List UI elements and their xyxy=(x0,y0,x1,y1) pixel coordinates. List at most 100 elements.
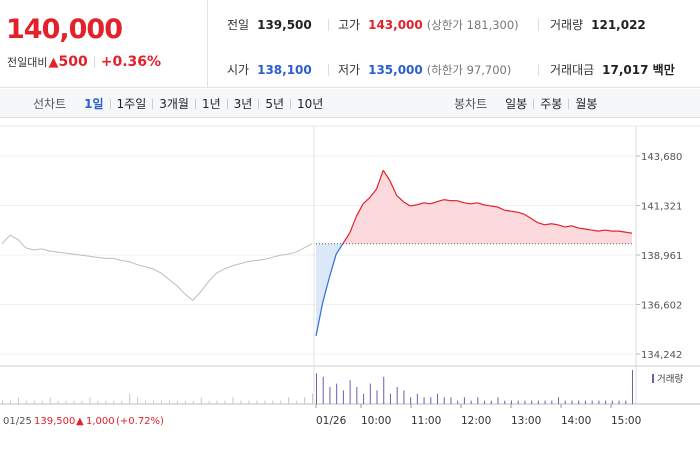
series-line-segment xyxy=(335,243,344,255)
volume-bar xyxy=(531,400,533,404)
series-line-segment xyxy=(490,205,498,208)
x-tick-label: 13:00 xyxy=(511,415,541,427)
volume-bar xyxy=(17,397,19,404)
volume-bar xyxy=(65,400,67,404)
series-line-segment xyxy=(483,204,491,207)
tab-candle-daily[interactable]: 일봉 xyxy=(505,97,528,111)
low-value: 135,000 xyxy=(368,62,423,77)
volume-bar xyxy=(216,400,218,404)
tab-divider xyxy=(533,98,535,109)
tab-period-1y[interactable]: 1년 xyxy=(201,97,221,111)
stat-prev-close: 전일 139,500 xyxy=(227,16,312,33)
volume-bar xyxy=(89,397,91,404)
volume-bar xyxy=(41,400,43,404)
series-line-segment xyxy=(430,201,438,205)
chart-grid xyxy=(0,125,700,405)
y-tick-label: 141,321 xyxy=(641,202,682,213)
price-area-below xyxy=(316,243,632,336)
tab-period-10y[interactable]: 10년 xyxy=(297,97,324,111)
volume-bar xyxy=(113,400,115,404)
volume-bar xyxy=(544,400,546,404)
series-line-segment xyxy=(578,227,586,230)
tab-divider xyxy=(258,98,260,109)
candle-chart-label: 봉차트 xyxy=(454,97,488,111)
volume-bar xyxy=(605,400,607,404)
volume-bar xyxy=(558,397,560,404)
change-percent: +0.36% xyxy=(100,54,162,70)
x-tick-label: 12:00 xyxy=(461,415,491,427)
series-line-segment xyxy=(537,222,545,226)
tab-period-3m[interactable]: 3개월 xyxy=(159,97,189,111)
upper-limit: (상한가 181,300) xyxy=(426,17,519,32)
series-line-segment xyxy=(382,169,391,182)
volume-bar xyxy=(256,400,258,404)
volume-bar xyxy=(342,390,344,404)
volume-bar xyxy=(105,400,107,404)
tab-candle-monthly[interactable]: 월봉 xyxy=(575,97,598,111)
volume-bar xyxy=(463,397,465,404)
volume-bar xyxy=(304,397,306,404)
volume-bar xyxy=(248,400,250,404)
series-line-segment xyxy=(605,229,612,232)
series-line-segment xyxy=(403,201,411,207)
series-line-segment xyxy=(443,199,451,202)
volume-bar xyxy=(316,373,317,404)
tab-divider xyxy=(290,98,292,109)
volume-bar xyxy=(81,400,83,404)
tab-period-1w[interactable]: 1주일 xyxy=(116,97,147,111)
series-line-segment xyxy=(618,230,626,233)
volume-bar xyxy=(9,400,11,404)
volume-bar xyxy=(584,400,586,404)
volume-bar xyxy=(329,387,331,404)
series-line-segment xyxy=(463,202,471,205)
series-line-segment xyxy=(416,202,424,206)
change-row: 전일대비 ▲ 500 +0.36% xyxy=(7,54,161,70)
open-label: 시가 xyxy=(227,63,250,77)
series-line-segment xyxy=(410,204,417,207)
volume-bar xyxy=(160,400,162,404)
tab-candle-weekly[interactable]: 주봉 xyxy=(540,97,563,111)
volume-bar xyxy=(625,400,627,404)
volume-bar xyxy=(363,393,365,404)
volume-bar xyxy=(376,390,378,404)
series-line-segment xyxy=(436,199,444,203)
volume-bar xyxy=(288,397,290,404)
volume-bar xyxy=(129,393,131,404)
stat-volume: 거래량 121,022 xyxy=(550,16,646,33)
prev-day-change-icon: ▲ xyxy=(76,416,84,427)
volume-bar xyxy=(184,400,186,404)
high-label: 고가 xyxy=(338,18,361,32)
series-line-segment xyxy=(423,202,431,205)
volume-bar xyxy=(410,397,412,404)
volume-bar xyxy=(33,400,35,404)
stat-divider xyxy=(328,64,329,76)
prev-day-date: 01/25 xyxy=(3,416,32,427)
volume-bar xyxy=(200,397,202,404)
change-value: 500 xyxy=(58,54,88,70)
tab-divider xyxy=(109,98,111,109)
y-tick-label: 136,602 xyxy=(641,301,682,312)
x-axis: 01/26 10:00 11:00 12:00 13:00 14:00 15:00 xyxy=(315,404,641,427)
price-chart[interactable]: 143,680 141,321 138,961 136,602 134,242 01/2… xyxy=(0,118,700,450)
tab-period-3y[interactable]: 3년 xyxy=(233,97,253,111)
volume-bar xyxy=(280,400,282,404)
volume-bar xyxy=(524,400,526,404)
series-line-prev-day xyxy=(1,234,313,302)
stats-panel: 전일 139,500 고가 143,000 (상한가 181,300) 거래량 … xyxy=(208,0,700,88)
series-line-segment xyxy=(315,302,324,337)
series-line-segment xyxy=(517,211,525,215)
stat-divider xyxy=(538,19,539,31)
tab-period-1d[interactable]: 1일 xyxy=(84,97,104,111)
stat-amount: 거래대금 17,017 백만 xyxy=(550,61,675,78)
series-line-segment xyxy=(598,229,606,232)
volume-bar xyxy=(450,397,452,404)
volume-bar xyxy=(437,393,439,404)
series-line-segment xyxy=(322,277,331,303)
volume-bar xyxy=(403,390,405,404)
amount-value: 17,017 백만 xyxy=(602,63,675,77)
volume-bar xyxy=(416,393,418,404)
chart-toolbar: 선차트 1일 1주일 3개월 1년 3년 5년 10년 봉차트 일봉 주봉 월봉 xyxy=(0,89,700,118)
series-line-segment xyxy=(584,228,592,231)
tab-period-5y[interactable]: 5년 xyxy=(265,97,285,111)
volume-bar xyxy=(477,397,479,404)
